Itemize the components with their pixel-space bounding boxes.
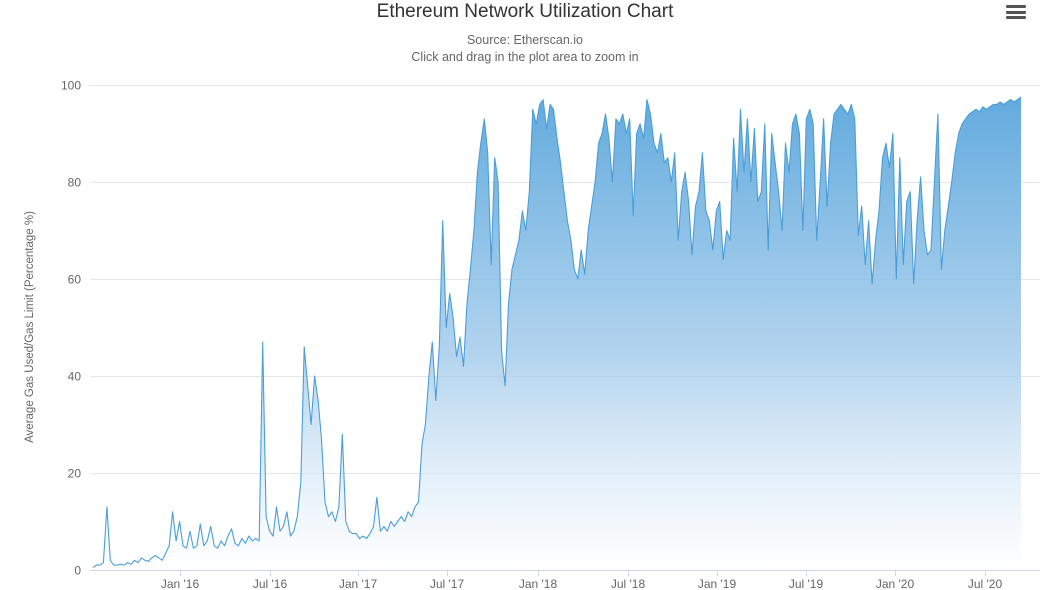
y-axis-title: Average Gas Used/Gas Limit (Percentage %… [24,211,36,443]
x-axis-tick-label: Jul '17 [430,577,465,590]
x-axis-tick-label: Jul '18 [611,577,646,590]
hamburger-menu-icon [1006,5,1026,19]
x-axis-tick-label: Jan '18 [519,577,558,590]
chart-context-menu-button[interactable] [1006,5,1026,20]
y-axis-tick-label: 80 [68,176,82,190]
y-axis-tick-label: 60 [68,273,82,287]
y-axis-tick-label: 40 [68,370,82,384]
x-axis-tick-label: Jul '16 [253,577,288,590]
chart-zoom-hint-subtitle: Click and drag in the plot area to zoom … [411,50,639,64]
y-axis-tick-label: 0 [74,564,81,578]
x-axis-tick-label: Jul '19 [789,577,824,590]
x-axis-tick-label: Jan '19 [698,577,737,590]
x-axis-tick-label: Jan '17 [339,577,378,590]
y-axis-tick-label: 20 [68,467,82,481]
chart-title: Ethereum Network Utilization Chart [376,1,674,22]
utilization-area-series [93,97,1021,570]
y-axis-tick-label: 100 [61,79,81,93]
x-axis-tick-label: Jan '16 [161,577,200,590]
x-axis-tick-label: Jan '20 [876,577,915,590]
chart-source-subtitle: Source: Etherscan.io [466,33,584,47]
utilization-line-series [92,96,1022,569]
x-axis-tick-label: Jul '20 [968,577,1003,590]
